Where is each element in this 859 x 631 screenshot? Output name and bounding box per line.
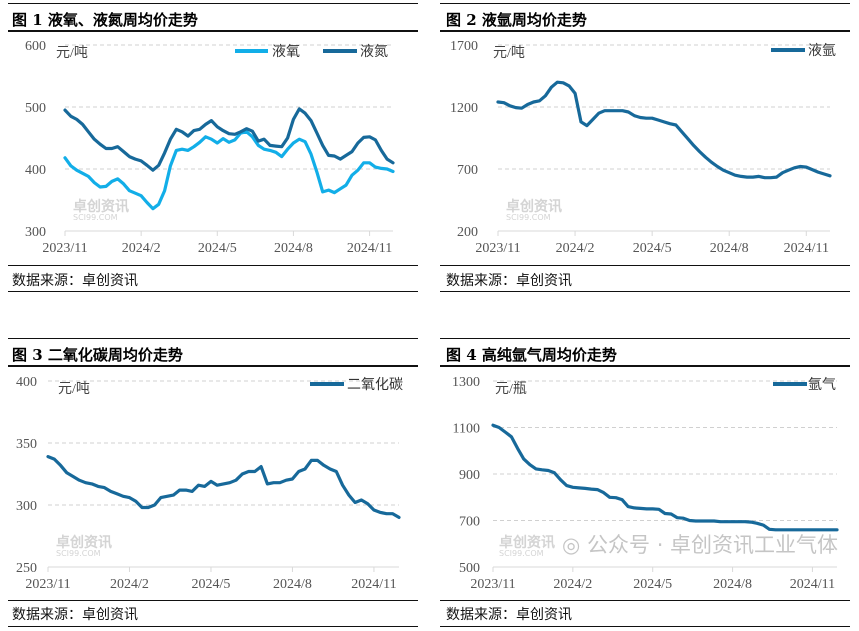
panel-4-title-rule xyxy=(440,365,850,367)
x-tick-label: 2024/2 xyxy=(556,241,595,256)
x-tick-label: 2024/11 xyxy=(347,241,392,256)
x-tick-label: 2024/5 xyxy=(192,577,231,592)
y-tick-label: 300 xyxy=(16,499,37,514)
series-line-1 xyxy=(46,455,401,520)
panel-1-title: 图 1 液氧、液氮周均价走势 xyxy=(12,11,198,29)
x-tick-label: 2024/2 xyxy=(122,241,161,256)
panel-3-title-rule xyxy=(8,365,418,367)
y-tick-label: 300 xyxy=(25,225,46,240)
panel-4-bottom-rule xyxy=(440,626,850,627)
panel-1-bottom-rule xyxy=(8,291,418,292)
legend-label: 液氧 xyxy=(272,44,300,60)
series-line-2 xyxy=(63,107,395,172)
panel-1-top-rule xyxy=(8,3,418,4)
x-tick-label: 2024/2 xyxy=(553,577,592,592)
panel-4-title: 图 4 高纯氩气周均价走势 xyxy=(446,346,617,364)
x-tick-label: 2024/11 xyxy=(351,577,396,592)
y-tick-label: 1300 xyxy=(452,375,480,390)
x-tick-label: 2024/11 xyxy=(784,241,829,256)
panel-2-footer-rule xyxy=(440,265,850,266)
y-tick-label: 500 xyxy=(25,101,46,116)
panel-1-title-rule xyxy=(8,30,418,32)
y-tick-label: 1200 xyxy=(450,101,478,116)
y-tick-label: 500 xyxy=(459,561,480,576)
panel-1-footer-rule xyxy=(8,265,418,266)
panel-3-title: 图 3 二氧化碳周均价走势 xyxy=(12,346,183,364)
series-line-1 xyxy=(496,80,832,180)
x-tick-label: 2023/11 xyxy=(475,241,520,256)
y-tick-label: 600 xyxy=(25,39,46,54)
y-tick-label: 700 xyxy=(457,163,478,178)
panel-2-bottom-rule xyxy=(440,291,850,292)
panel-4-footer-rule xyxy=(440,600,850,601)
series-line-1 xyxy=(491,423,839,532)
wechat-icon: ◎ xyxy=(562,533,581,557)
unit-label: 元/吨 xyxy=(493,45,525,61)
x-tick-label: 2024/8 xyxy=(274,241,313,256)
x-tick-label: 2024/11 xyxy=(790,577,835,592)
y-tick-label: 200 xyxy=(457,225,478,240)
panel-3-footer-rule xyxy=(8,600,418,601)
legend-label: 液氮 xyxy=(360,44,388,60)
panel-1-source: 数据来源：卓创资讯 xyxy=(12,273,138,289)
x-tick-label: 2024/8 xyxy=(273,577,312,592)
panel-3-top-rule xyxy=(8,338,418,339)
watermark-logo: 卓创资讯 SCI99.COM xyxy=(73,199,129,222)
y-tick-label: 400 xyxy=(25,163,46,178)
watermark-logo: 卓创资讯 SCI99.COM xyxy=(499,535,555,558)
legend-label: 二氧化碳 xyxy=(347,377,403,393)
panel-3-source: 数据来源：卓创资讯 xyxy=(12,607,138,623)
y-tick-label: 250 xyxy=(16,561,37,576)
unit-label: 元/吨 xyxy=(58,381,90,397)
panel-4-top-rule xyxy=(440,338,850,339)
y-tick-label: 1100 xyxy=(453,422,480,437)
panel-2-title-rule xyxy=(440,30,850,32)
series-line-1 xyxy=(63,130,395,211)
panel-2-title: 图 2 液氩周均价走势 xyxy=(446,11,587,29)
x-tick-label: 2024/8 xyxy=(710,241,749,256)
panel-4-source: 数据来源：卓创资讯 xyxy=(446,607,572,623)
wechat-overlay: ◎ 公众号 · 卓创资讯工业气体 xyxy=(562,533,839,557)
unit-label: 元/吨 xyxy=(56,45,88,61)
y-tick-label: 900 xyxy=(459,468,480,483)
x-tick-label: 2023/11 xyxy=(25,577,70,592)
x-tick-label: 2024/5 xyxy=(633,577,672,592)
y-tick-label: 350 xyxy=(16,437,37,452)
panel-3-bottom-rule xyxy=(8,626,418,627)
x-tick-label: 2024/2 xyxy=(110,577,149,592)
x-tick-label: 2024/5 xyxy=(633,241,672,256)
x-tick-label: 2024/8 xyxy=(713,577,752,592)
x-tick-label: 2024/5 xyxy=(198,241,237,256)
panel-2-source: 数据来源：卓创资讯 xyxy=(446,273,572,289)
watermark-logo: 卓创资讯 SCI99.COM xyxy=(56,535,112,558)
y-tick-label: 1700 xyxy=(450,39,478,54)
y-tick-label: 700 xyxy=(459,515,480,530)
unit-label: 元/瓶 xyxy=(495,381,527,397)
watermark-logo: 卓创资讯 SCI99.COM xyxy=(506,199,562,222)
y-tick-label: 400 xyxy=(16,375,37,390)
x-tick-label: 2023/11 xyxy=(470,577,515,592)
x-tick-label: 2023/11 xyxy=(42,241,87,256)
legend-label: 氩气 xyxy=(808,377,836,393)
panel-2-top-rule xyxy=(440,3,850,4)
legend-label: 液氩 xyxy=(808,43,836,59)
